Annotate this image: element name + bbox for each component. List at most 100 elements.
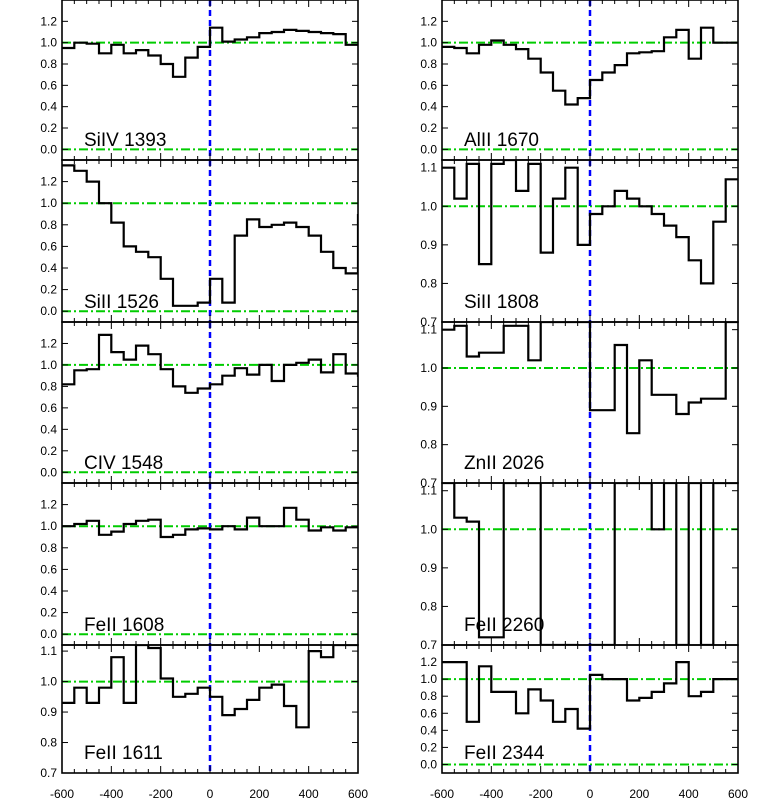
ion-label: FeII 2344 bbox=[464, 743, 545, 764]
x-tick-label: -400 bbox=[99, 787, 123, 801]
panel-feii-2260: 0.7 0.8 0.9 1.0 1.1 FeII 2260 bbox=[420, 482, 739, 652]
y-tick-label: 1.0 bbox=[40, 358, 57, 372]
y-tick-label: 0.6 bbox=[420, 706, 437, 720]
x-tick-label: 400 bbox=[299, 787, 319, 801]
y-tick-label: 1.1 bbox=[420, 161, 437, 175]
y-tick-label: 1.0 bbox=[420, 36, 437, 50]
y-tick-label: 0.8 bbox=[420, 438, 437, 452]
x-tick-label: 200 bbox=[629, 787, 649, 801]
x-tick-label: 200 bbox=[249, 787, 269, 801]
panel-alii-1670: 0.0 0.2 0.4 0.6 0.8 1.0 1.2 AlII 1670 bbox=[420, 0, 739, 161]
panel-znii-2026: 0.7 0.8 0.9 1.0 1.1 ZnII 2026 bbox=[420, 321, 739, 490]
y-tick-label: 0.9 bbox=[420, 561, 437, 575]
y-tick-label: 0.6 bbox=[40, 239, 57, 253]
spectrum-trace bbox=[442, 26, 738, 106]
panel-feii-2344: 0.0 0.2 0.4 0.6 0.8 1.0 1.2 FeII 2344 bbox=[420, 644, 739, 774]
y-tick-label: 1.0 bbox=[420, 522, 437, 536]
x-tick-label: 600 bbox=[348, 787, 368, 801]
y-tick-label: 1.0 bbox=[420, 199, 437, 213]
x-tick-label: 600 bbox=[728, 787, 748, 801]
y-tick-label: 0.8 bbox=[420, 276, 437, 290]
panel-civ-1548: 0.0 0.2 0.4 0.6 0.8 1.0 1.2 CIV 1548 bbox=[40, 321, 359, 484]
y-tick-label: 1.2 bbox=[40, 498, 57, 512]
y-tick-label: 0.4 bbox=[40, 261, 57, 275]
y-tick-label: 0.7 bbox=[420, 638, 437, 652]
spectrum-trace bbox=[62, 164, 358, 307]
y-tick-label: 0.8 bbox=[40, 218, 57, 232]
y-tick-label: 0.8 bbox=[40, 379, 57, 393]
y-tick-label: 0.4 bbox=[420, 723, 437, 737]
y-tick-label: 0.2 bbox=[420, 121, 437, 135]
ion-label: FeII 1611 bbox=[84, 743, 163, 764]
y-tick-label: 0.2 bbox=[40, 121, 57, 135]
spectrum-trace bbox=[442, 483, 738, 645]
y-tick-label: 1.0 bbox=[40, 196, 57, 210]
spectrum-trace bbox=[442, 661, 738, 730]
x-tick-label: -600 bbox=[430, 787, 454, 801]
y-tick-label: 0.0 bbox=[40, 304, 57, 318]
x-tick-label: 0 bbox=[587, 787, 594, 801]
ion-label: ZnII 2026 bbox=[464, 453, 544, 474]
x-tick-label: -400 bbox=[479, 787, 503, 801]
y-tick-label: 0.8 bbox=[40, 541, 57, 555]
y-tick-label: 0.9 bbox=[420, 399, 437, 413]
y-tick-label: 1.0 bbox=[420, 361, 437, 375]
spectrum-trace bbox=[62, 26, 358, 78]
y-tick-label: 0.6 bbox=[40, 562, 57, 576]
ion-label: AlII 1670 bbox=[464, 130, 539, 151]
y-tick-label: 1.0 bbox=[40, 36, 57, 50]
y-tick-label: 0.4 bbox=[40, 422, 57, 436]
ion-label: FeII 2260 bbox=[464, 615, 544, 636]
y-tick-label: 0.2 bbox=[40, 606, 57, 620]
y-tick-label: 0.8 bbox=[420, 57, 437, 71]
y-tick-label: 0.7 bbox=[420, 315, 437, 329]
x-tick-label: 0 bbox=[207, 787, 214, 801]
panel-siii-1808: 0.7 0.8 0.9 1.0 1.1 SiII 1808 bbox=[420, 159, 739, 329]
y-tick-label: 0.0 bbox=[420, 757, 437, 771]
spectrum-trace bbox=[442, 322, 738, 435]
y-tick-label: 1.2 bbox=[420, 655, 437, 669]
panel-siii-1526: 0.0 0.2 0.4 0.6 0.8 1.0 1.2 SiII 1526 bbox=[40, 159, 359, 323]
y-tick-label: 0.6 bbox=[420, 78, 437, 92]
ion-label: SiII 1808 bbox=[464, 292, 539, 313]
y-tick-label: 1.1 bbox=[420, 484, 437, 498]
panel-siiv-1393: 0.0 0.2 0.4 0.6 0.8 1.0 1.2 SiIV 1393 bbox=[40, 0, 359, 161]
spectrum-trace bbox=[62, 645, 358, 729]
y-tick-label: 0.4 bbox=[40, 584, 57, 598]
y-tick-label: 1.0 bbox=[40, 675, 57, 689]
y-tick-label: 1.2 bbox=[420, 14, 437, 28]
y-tick-label: 0.8 bbox=[40, 57, 57, 71]
y-tick-label: 0.6 bbox=[40, 401, 57, 415]
y-tick-label: 1.2 bbox=[40, 14, 57, 28]
y-tick-label: 0.9 bbox=[40, 705, 57, 719]
x-tick-label: -600 bbox=[50, 787, 74, 801]
spectrum-trace bbox=[62, 333, 358, 394]
y-tick-label: 1.1 bbox=[40, 644, 57, 658]
spectrum-trace bbox=[62, 506, 358, 539]
y-tick-label: 0.8 bbox=[420, 689, 437, 703]
y-tick-label: 1.1 bbox=[420, 323, 437, 337]
y-tick-label: 0.7 bbox=[420, 476, 437, 490]
y-tick-label: 1.2 bbox=[40, 336, 57, 350]
y-tick-label: 0.9 bbox=[420, 238, 437, 252]
x-tick-label: 400 bbox=[679, 787, 699, 801]
y-tick-label: 0.7 bbox=[40, 766, 57, 780]
y-tick-label: 0.2 bbox=[420, 740, 437, 754]
y-tick-label: 1.0 bbox=[420, 672, 437, 686]
y-tick-label: 0.8 bbox=[40, 736, 57, 750]
ion-label: CIV 1548 bbox=[84, 453, 163, 474]
y-tick-label: 0.4 bbox=[420, 100, 437, 114]
y-tick-label: 0.0 bbox=[40, 465, 57, 479]
y-tick-label: 0.6 bbox=[40, 78, 57, 92]
x-tick-label: -200 bbox=[529, 787, 553, 801]
y-tick-label: 0.2 bbox=[40, 444, 57, 458]
panel-feii-1608: 0.0 0.2 0.4 0.6 0.8 1.0 1.2 FeII 1608 bbox=[40, 482, 359, 646]
y-tick-label: 1.0 bbox=[40, 519, 57, 533]
shared-x-axis: -600 -400 -200 0 200 400 600 -600 -400 -200 0 200 40… bbox=[50, 787, 748, 801]
y-tick-label: 0.0 bbox=[40, 142, 57, 156]
y-tick-label: 0.4 bbox=[40, 100, 57, 114]
spectrum-trace bbox=[442, 160, 738, 285]
y-tick-label: 0.0 bbox=[420, 142, 437, 156]
